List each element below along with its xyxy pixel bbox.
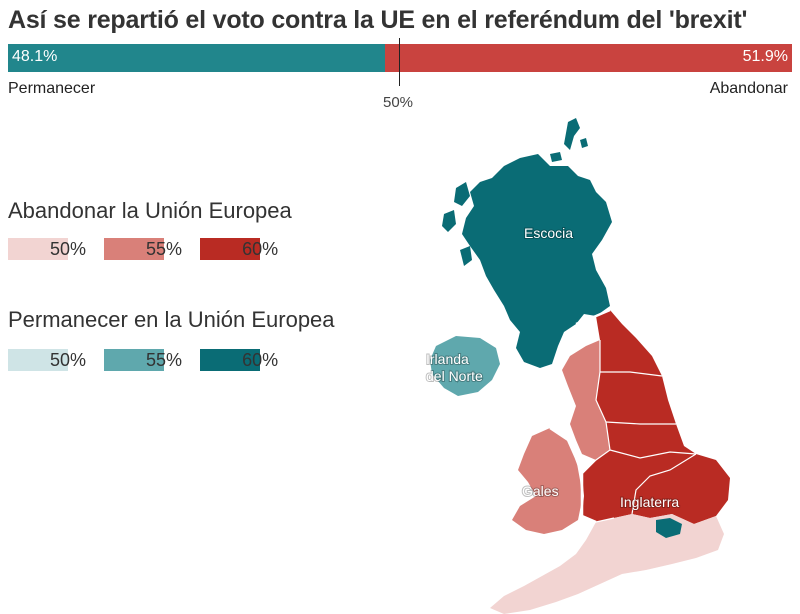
remain-value: 48.1%	[12, 48, 58, 65]
legend-label: 55%	[146, 349, 183, 370]
midpoint-label: 50%	[383, 94, 414, 111]
leave-bar	[385, 44, 792, 72]
legend-swatch	[8, 349, 68, 371]
legend-leave-item: 55%	[104, 238, 182, 260]
legend-label: 50%	[50, 349, 87, 370]
remain-bar	[8, 44, 385, 72]
region-scotland-west-isles	[442, 182, 472, 266]
legend-swatch	[8, 238, 68, 260]
legend-remain-item: 55%	[104, 349, 182, 371]
legend-swatch	[200, 349, 261, 371]
map-label-scotland: Escocia	[524, 225, 573, 241]
region-boundaries	[581, 340, 697, 523]
region-england-main	[582, 310, 730, 524]
region-london	[656, 518, 682, 538]
region-england-south	[490, 514, 724, 614]
legend-leave-row: 50% 55% 60%	[8, 238, 296, 260]
legend-label: 55%	[146, 238, 183, 259]
midpoint-line	[399, 38, 400, 86]
region-scotland-islands	[550, 118, 588, 162]
legend-remain-item: 60%	[200, 349, 278, 371]
region-wales	[512, 428, 582, 534]
legend-label: 60%	[242, 349, 279, 370]
map-label-northern-ireland-2: del Norte	[426, 368, 483, 384]
leave-label: Abandonar	[709, 80, 788, 97]
region-england-northwest	[562, 340, 610, 460]
map-label-england: Inglaterra	[620, 494, 679, 510]
region-scotland	[462, 154, 612, 368]
uk-map: Escocia Irlanda del Norte Gales Inglater…	[425, 118, 730, 614]
legend-swatch	[104, 349, 165, 371]
legend-remain-item: 50%	[8, 349, 86, 371]
country-boundaries	[549, 308, 611, 524]
legend-swatch	[200, 238, 261, 260]
legend-label: 50%	[50, 238, 87, 259]
legend-label: 60%	[242, 238, 279, 259]
remain-label: Permanecer	[8, 80, 96, 97]
leave-value: 51.9%	[742, 48, 788, 65]
region-northern-ireland	[430, 336, 500, 396]
legend-swatch	[104, 238, 165, 260]
legend-leave-title: Abandonar la Unión Europea	[8, 198, 292, 223]
legend-leave-item: 50%	[8, 238, 86, 260]
chart-title: Así se repartió el voto contra la UE en …	[8, 6, 748, 34]
legend-remain-row: 50% 55% 60%	[8, 349, 296, 371]
legend-leave-item: 60%	[200, 238, 278, 260]
map-label-wales: Gales	[522, 483, 559, 499]
map-label-northern-ireland: Irlanda	[426, 351, 469, 367]
legend-remain-title: Permanecer en la Unión Europea	[8, 307, 335, 332]
